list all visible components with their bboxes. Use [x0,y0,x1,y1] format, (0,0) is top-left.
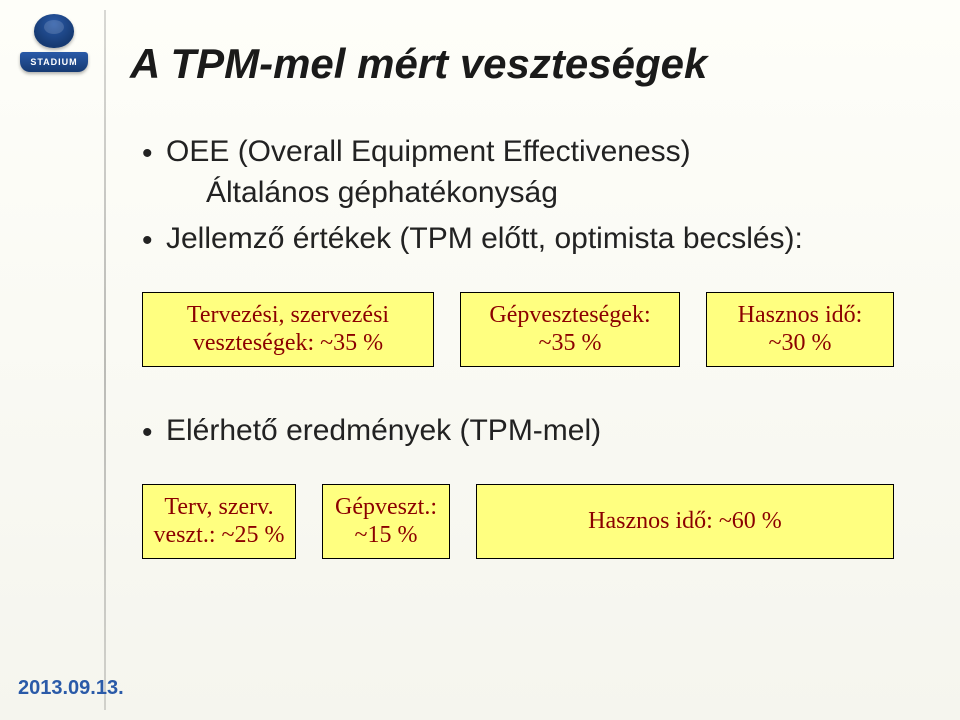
bar-cell-line: Terv, szerv. [164,493,273,522]
bar-cell-line: Gépveszteségek: [489,301,650,330]
loss-bar-after: Terv, szerv.veszt.: ~25 % Gépveszt.:~15 %… [142,484,920,560]
bullet-text: OEE (Overall Equipment Effectiveness) Ál… [166,132,920,213]
bullet-item: • OEE (Overall Equipment Effectiveness) … [142,132,920,213]
bar-cell-line: ~30 % [769,329,832,358]
bullet-dot-icon: • [142,219,166,262]
content-area: A TPM-mel mért veszteségek • OEE (Overal… [130,40,920,603]
vertical-divider [104,10,106,710]
bar-cell-line: Tervezési, szervezési [187,301,389,330]
logo-text: STADIUM [20,52,88,72]
bar-cell: Hasznos idő:~30 % [706,292,894,368]
bar-cell-line: veszt.: ~25 % [154,521,285,550]
bar-cell-line: Hasznos idő: ~60 % [588,507,782,536]
logo-emblem-icon [34,14,74,48]
bar-cell: Terv, szerv.veszt.: ~25 % [142,484,296,560]
bar-cell: Gépveszt.:~15 % [322,484,450,560]
page-title: A TPM-mel mért veszteségek [130,40,920,88]
bar-cell-line: ~15 % [355,521,418,550]
loss-bar-before: Tervezési, szervezésiveszteségek: ~35 % G… [142,292,920,368]
bar-cell-line: ~35 % [539,329,602,358]
bar-cell: Gépveszteségek:~35 % [460,292,680,368]
bullet-item: • Elérhető eredmények (TPM-mel) [142,411,920,454]
bullet-item: • Jellemző értékek (TPM előtt, optimista… [142,219,920,262]
bar-cell-line: Gépveszt.: [335,493,437,522]
bar-cell-line: Hasznos idő: [738,301,863,330]
bullet-text: Jellemző értékek (TPM előtt, optimista b… [166,219,920,262]
bullet-dot-icon: • [142,132,166,213]
bar-cell: Tervezési, szervezésiveszteségek: ~35 % [142,292,434,368]
bullet-list: • Elérhető eredmények (TPM-mel) [142,411,920,454]
footer-date: 2013.09.13. [18,677,124,700]
logo: STADIUM [18,14,90,78]
bullet1-line1: OEE (Overall Equipment Effectiveness) [166,135,691,168]
bullet1-line2: Általános géphatékonyság [166,176,558,209]
bar-cell: Hasznos idő: ~60 % [476,484,894,560]
bullet-list: • OEE (Overall Equipment Effectiveness) … [142,132,920,262]
bullet-dot-icon: • [142,411,166,454]
bullet-text: Elérhető eredmények (TPM-mel) [166,411,920,454]
slide: STADIUM A TPM-mel mért veszteségek • OEE… [0,0,960,720]
bar-cell-line: veszteségek: ~35 % [193,329,383,358]
